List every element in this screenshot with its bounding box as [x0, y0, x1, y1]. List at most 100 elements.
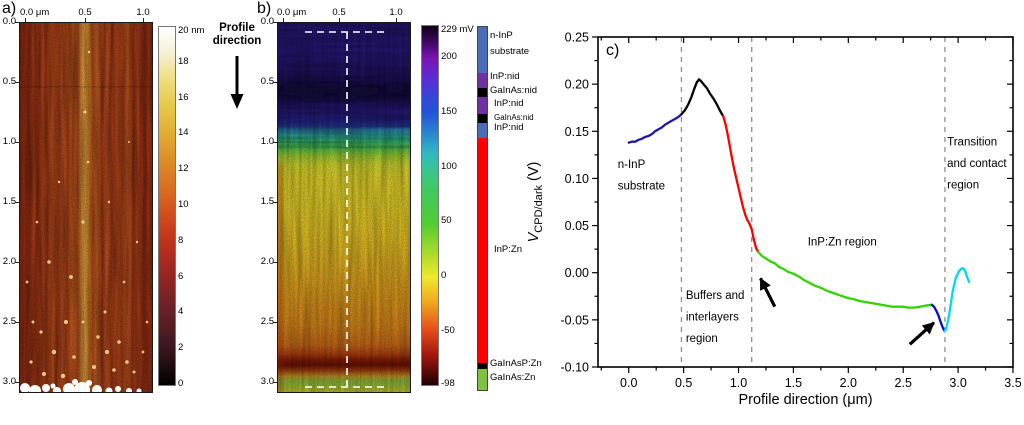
height-colorbar-tick: 8: [178, 235, 184, 246]
height-colorbar-tick: 10: [178, 199, 189, 210]
axis-tick: [283, 18, 284, 22]
panel-b-ytick-2: 1.0: [260, 136, 274, 147]
panel-b-ytick-5: 2.5: [260, 316, 274, 327]
axis-tick: [273, 82, 277, 83]
layer-label: GaInAsP:Zn: [490, 358, 542, 369]
panel-a-xtick-2: 1.0: [136, 7, 150, 18]
layer-label: InP:nid: [494, 122, 524, 133]
layer-segment: [478, 88, 487, 97]
layer-segment: [478, 363, 487, 369]
svg-text:0.5: 0.5: [675, 376, 692, 390]
axis-tick: [15, 262, 19, 263]
cpd-colorbar-tick: 50: [441, 215, 452, 226]
panel-b-xtick-0: 0.0 μm: [277, 7, 307, 18]
svg-text:-0.05: -0.05: [561, 313, 590, 327]
panel-b-label: b): [257, 0, 272, 17]
panel-a-ytick-5: 2.5: [2, 316, 16, 327]
arrow-down-icon: [230, 56, 244, 109]
panel-a-xtick-0: 0.0 μm: [20, 7, 50, 18]
axis-tick: [273, 382, 277, 383]
cpd-colorbar-tick: 150: [441, 106, 457, 117]
cpd-colorbar-max: 229 mV: [441, 24, 474, 35]
profile-direction-label: Profile direction: [202, 22, 272, 48]
bright-particles: [25, 50, 149, 379]
layer-segment: [478, 369, 487, 390]
axis-tick: [25, 18, 26, 22]
cpd-colorbar-tick: 0: [441, 270, 447, 281]
axis-tick: [273, 202, 277, 203]
panel-b-xtick-1: 0.5: [332, 7, 346, 18]
axis-tick: [15, 82, 19, 83]
panel-b-ytick-3: 1.5: [260, 196, 274, 207]
height-colorbar-tick: 16: [178, 92, 189, 103]
axis-tick: [143, 18, 144, 22]
svg-text:InP:Zn region: InP:Zn region: [808, 236, 877, 248]
svg-text:0.00: 0.00: [565, 266, 589, 280]
layer-label: GaInAs:Zn: [490, 372, 536, 383]
cpd-colorbar-tick: 100: [441, 161, 457, 172]
axis-tick: [15, 322, 19, 323]
layer-segment: [478, 27, 487, 73]
panel-a-ytick-1: 0.5: [2, 76, 16, 87]
height-colorbar-tick: 18: [178, 56, 189, 67]
profile-direction-line1: Profile: [219, 22, 255, 34]
height-colorbar-tick: 14: [178, 127, 189, 138]
layer-label: n-InP substrate: [490, 30, 530, 57]
panel-a-ytick-4: 2.0: [2, 256, 16, 267]
cpd-colorbar-tick: -98: [441, 378, 455, 389]
axis-tick: [15, 22, 19, 23]
axis-tick: [273, 262, 277, 263]
height-colorbar-tick: 0: [178, 378, 184, 389]
panel-a-ytick-0: 0.0: [2, 16, 16, 27]
axis-tick: [15, 382, 19, 383]
svg-text:0.10: 0.10: [565, 172, 589, 186]
svg-text:VCPD/dark (V): VCPD/dark (V): [526, 162, 545, 243]
panel-b-ytick-4: 2.0: [260, 256, 274, 267]
axis-tick: [339, 18, 340, 22]
profile-region-dashed-outline: [305, 31, 388, 388]
layer-label: GaInAs:nid: [494, 113, 534, 122]
layer-label: GaInAs:nid: [490, 85, 537, 96]
panel-a-xtick-1: 0.5: [78, 7, 92, 18]
svg-text:-0.10: -0.10: [561, 361, 590, 375]
panel-c-label: c): [606, 42, 620, 59]
panel-b-ytick-6: 3.0: [260, 376, 274, 387]
svg-text:3.0: 3.0: [949, 376, 966, 390]
afm-topography-image: [19, 22, 153, 393]
height-colorbar-tick: 4: [178, 306, 184, 317]
svg-text:2.0: 2.0: [840, 376, 857, 390]
svg-text:0.05: 0.05: [565, 219, 589, 233]
axis-tick: [273, 322, 277, 323]
svg-text:0.25: 0.25: [565, 31, 589, 45]
cpd-profile-chart: 0.0 0.5 1.0 1.5 2.0 2.5 3.0 3.5 0.25 0.20 0.15 0.10…: [526, 31, 1022, 409]
height-colorbar-max: 20 nm: [178, 25, 205, 36]
droplet-blobs: [20, 379, 142, 393]
svg-text:2.5: 2.5: [895, 376, 912, 390]
layer-segment: [478, 114, 487, 123]
svg-text:0.15: 0.15: [565, 125, 589, 139]
panel-a-ytick-3: 1.5: [2, 196, 16, 207]
height-colorbar-tick: 6: [178, 271, 184, 282]
panel-a-ytick-2: 1.0: [2, 136, 16, 147]
height-colorbar-tick: 2: [178, 342, 184, 353]
cpd-colorbar-tick: 200: [441, 51, 457, 62]
axis-tick: [85, 18, 86, 22]
height-colorbar: [158, 26, 176, 386]
svg-text:Profile direction (μm): Profile direction (μm): [738, 392, 872, 408]
panel-b-xtick-2: 1.0: [389, 7, 403, 18]
height-colorbar-tick: 12: [178, 163, 189, 174]
axis-tick: [15, 202, 19, 203]
svg-text:1.0: 1.0: [730, 376, 747, 390]
layer-label: InP:nid: [490, 71, 520, 82]
svg-text:1.5: 1.5: [785, 376, 802, 390]
panel-b-ytick-1: 0.5: [260, 76, 274, 87]
layer-segment: [478, 138, 487, 363]
cpd-colorbar-tick: -50: [441, 325, 455, 336]
cpd-colorbar: [421, 25, 439, 386]
layer-stack-bar: [477, 26, 488, 391]
layer-segment: [478, 73, 487, 88]
axis-tick: [396, 18, 397, 22]
